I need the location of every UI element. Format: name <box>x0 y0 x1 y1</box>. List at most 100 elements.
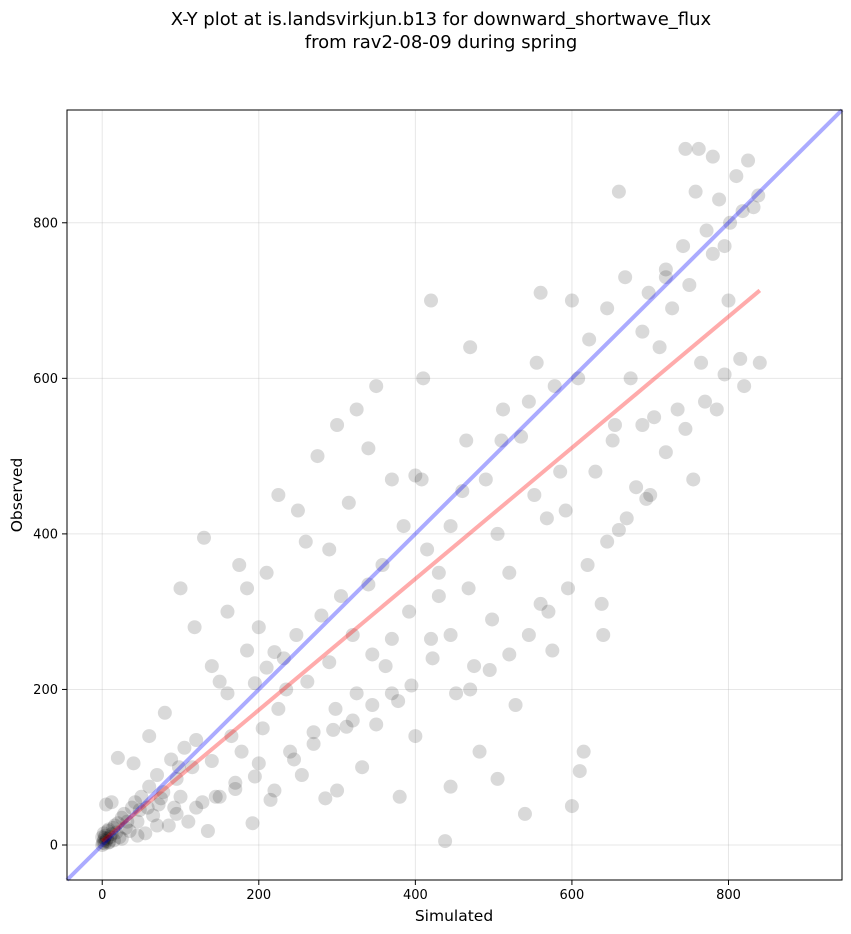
data-point <box>384 631 399 646</box>
data-point <box>652 340 667 355</box>
data-point <box>220 686 235 701</box>
data-point <box>181 814 196 829</box>
data-point <box>694 355 709 370</box>
data-point <box>639 491 654 506</box>
data-point <box>289 628 304 642</box>
y-tick-label: 0 <box>50 839 58 854</box>
data-point <box>279 682 294 697</box>
data-point <box>100 824 115 838</box>
data-point <box>177 740 192 755</box>
data-point <box>271 701 286 716</box>
data-point <box>98 828 113 843</box>
data-point <box>97 831 112 845</box>
data-point <box>156 785 171 800</box>
data-point <box>114 831 129 846</box>
data-point <box>658 445 673 460</box>
data-point <box>212 674 227 689</box>
data-point <box>341 495 356 510</box>
data-point <box>146 808 161 823</box>
data-point <box>96 835 111 850</box>
data-point <box>267 783 282 798</box>
data-point <box>443 519 458 534</box>
data-point <box>224 729 239 744</box>
data-point <box>588 464 603 479</box>
data-point <box>467 659 482 674</box>
data-point <box>392 789 407 804</box>
data-point <box>240 581 255 596</box>
y-tick-label: 600 <box>33 372 58 387</box>
data-point <box>641 285 656 300</box>
data-point <box>490 771 505 786</box>
data-point <box>521 394 536 409</box>
data-point <box>478 472 493 487</box>
data-point <box>431 565 446 580</box>
data-point <box>527 488 542 502</box>
data-point <box>670 402 685 417</box>
data-point <box>322 655 337 670</box>
data-point <box>472 744 487 759</box>
data-point <box>322 542 337 557</box>
data-point <box>196 530 211 545</box>
data-point <box>97 836 112 851</box>
data-point <box>485 612 500 627</box>
data-point <box>314 608 329 623</box>
data-point <box>647 410 662 425</box>
data-point <box>112 830 127 845</box>
data-point <box>318 791 333 806</box>
data-point <box>558 503 573 518</box>
data-point <box>508 698 523 712</box>
data-point <box>124 800 139 815</box>
data-point <box>349 686 364 701</box>
data-point <box>276 651 291 666</box>
data-point <box>117 806 132 821</box>
data-point <box>263 792 278 807</box>
data-point <box>142 729 157 744</box>
data-point <box>461 581 476 596</box>
data-point <box>576 744 591 759</box>
data-point <box>171 760 186 775</box>
data-point <box>533 285 548 300</box>
x-tick-label: 0 <box>98 888 106 903</box>
data-point <box>425 651 440 666</box>
data-point <box>251 620 266 635</box>
data-point <box>496 402 511 417</box>
data-point <box>195 795 210 810</box>
data-point <box>208 789 223 804</box>
data-point <box>424 631 439 646</box>
data-point <box>688 184 703 199</box>
data-point <box>618 270 633 285</box>
data-point <box>328 701 343 716</box>
data-point <box>712 192 727 207</box>
data-point <box>369 717 384 732</box>
data-point <box>234 744 249 759</box>
data-point <box>420 542 435 557</box>
data-point <box>122 824 137 838</box>
data-point <box>553 464 568 479</box>
data-point <box>106 833 121 848</box>
data-point <box>459 433 474 448</box>
x-tick-label: 400 <box>403 888 428 903</box>
data-point <box>391 694 406 709</box>
data-point <box>130 814 145 829</box>
data-point <box>751 188 766 203</box>
data-point <box>404 678 419 693</box>
data-point <box>306 736 321 751</box>
x-axis-label: Simulated <box>415 907 493 925</box>
data-point <box>596 628 611 642</box>
data-point <box>365 647 380 662</box>
data-point <box>463 340 478 355</box>
data-point <box>220 604 235 619</box>
data-point <box>142 779 157 794</box>
data-point <box>717 367 732 382</box>
data-point <box>118 820 133 835</box>
data-point <box>402 604 417 619</box>
y-tick-label: 800 <box>33 216 58 231</box>
data-point <box>101 822 116 837</box>
data-point <box>699 223 714 238</box>
data-point <box>153 791 168 806</box>
x-axis-ticks: 0 200 400 600 800 <box>98 880 741 903</box>
data-point <box>99 834 114 849</box>
data-point <box>643 488 658 502</box>
y-tick-label: 200 <box>33 683 58 698</box>
data-point <box>339 719 354 734</box>
